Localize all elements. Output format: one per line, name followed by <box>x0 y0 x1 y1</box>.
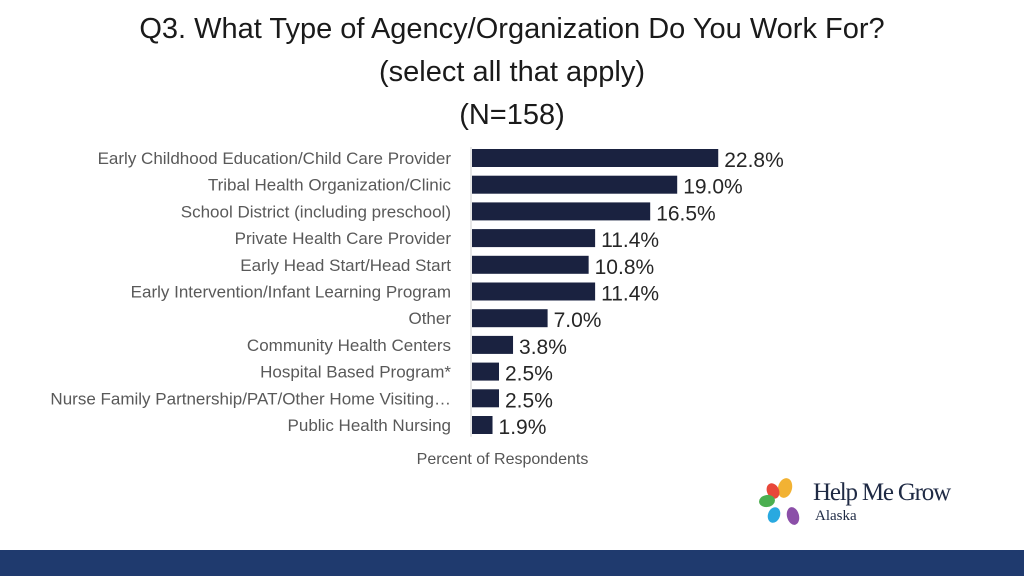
value-label: 22.8% <box>724 149 784 172</box>
footer-bar <box>0 550 1024 576</box>
value-label: 3.8% <box>519 336 567 359</box>
bar <box>472 362 499 381</box>
bar <box>472 255 589 274</box>
bar <box>472 389 499 408</box>
help-me-grow-logo: Help Me Grow Alaska <box>755 475 995 531</box>
bar <box>472 309 548 328</box>
title-line-1: Q3. What Type of Agency/Organization Do … <box>139 13 885 45</box>
bar <box>472 282 596 301</box>
title-line-3: (N=158) <box>459 99 565 131</box>
bar-chart: Early Childhood Education/Child Care Pro… <box>50 147 784 439</box>
category-label: Early Childhood Education/Child Care Pro… <box>98 149 452 168</box>
category-label: Nurse Family Partnership/PAT/Other Home … <box>50 389 451 408</box>
value-label: 2.5% <box>505 363 553 386</box>
logo-name: Help Me Grow <box>813 479 951 506</box>
value-label: 7.0% <box>554 309 602 332</box>
value-label: 11.4% <box>601 283 659 306</box>
value-label: 1.9% <box>499 416 547 439</box>
category-label: Early Head Start/Head Start <box>240 256 451 275</box>
category-label: Hospital Based Program* <box>260 363 451 382</box>
value-label: 19.0% <box>683 176 743 199</box>
value-label: 2.5% <box>505 389 553 412</box>
category-label: Early Intervention/Infant Learning Progr… <box>131 283 451 302</box>
chart-title: Q3. What Type of Agency/Organization Do … <box>0 8 1024 137</box>
bar <box>472 175 678 194</box>
category-label: Community Health Centers <box>247 336 451 355</box>
value-label: 11.4% <box>601 229 659 252</box>
bar <box>472 229 596 248</box>
category-label: Private Health Care Provider <box>235 229 452 248</box>
category-label: Public Health Nursing <box>288 416 451 435</box>
category-label: School District (including preschool) <box>181 202 451 221</box>
bar <box>472 202 651 221</box>
flower-icon <box>759 478 800 525</box>
category-label: Tribal Health Organization/Clinic <box>208 176 452 195</box>
value-label: 10.8% <box>595 256 655 279</box>
bar <box>472 149 719 167</box>
value-label: 16.5% <box>656 202 716 225</box>
bar <box>472 335 514 354</box>
logo-subtitle: Alaska <box>815 508 857 524</box>
x-axis-label: Percent of Respondents <box>416 451 589 468</box>
category-label: Other <box>408 309 451 328</box>
bar <box>472 416 493 434</box>
title-line-2: (select all that apply) <box>379 56 645 88</box>
